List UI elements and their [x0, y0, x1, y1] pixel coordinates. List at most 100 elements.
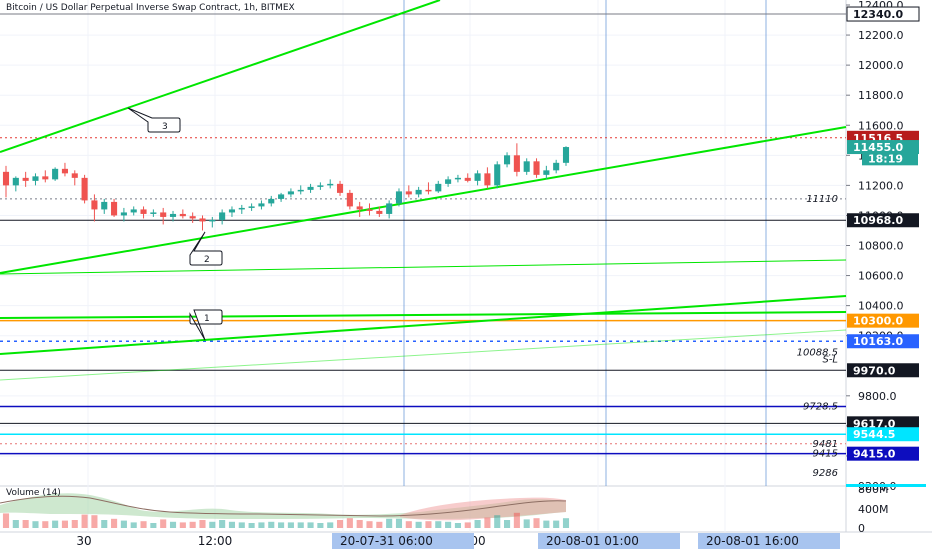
y-tick-label-1: 12200.0 [858, 29, 904, 42]
candle-20 [199, 215, 206, 231]
candle-body [376, 210, 383, 214]
volume-bar-19 [189, 521, 196, 528]
volume-bar-8 [81, 514, 88, 528]
price-tag-5: 10300.0 [847, 313, 919, 328]
candle-body [435, 183, 442, 192]
candle-43 [425, 182, 432, 195]
price-tag-box [846, 6, 920, 22]
trend-line-0 [0, 0, 441, 153]
candle-13 [130, 206, 137, 216]
candle-body [287, 191, 294, 195]
volume-bar-55 [543, 520, 550, 528]
volume-bar-56 [553, 520, 560, 528]
candle-19 [189, 212, 196, 223]
annotation-6: 9286 [813, 468, 838, 479]
price-tag-box [847, 140, 919, 155]
candle-body [395, 191, 403, 204]
y-tick-label-12: 9800.0 [858, 390, 897, 403]
annotation-0: 11110 [806, 194, 838, 205]
candle-body [140, 209, 147, 214]
candle-body [81, 177, 88, 201]
price-tag-box [847, 427, 919, 442]
candle-8 [81, 174, 88, 204]
volume-bar-2 [22, 520, 29, 528]
volume-bar-10 [101, 520, 108, 528]
volume-bar-35 [346, 518, 353, 528]
volume-bar-11 [111, 518, 118, 528]
candle-body [268, 198, 275, 204]
price-tag-label: 9970.0 [853, 364, 896, 377]
volume-bar-28 [278, 522, 285, 528]
callout-2[interactable]: 2 [189, 231, 223, 266]
volume-bar-25 [248, 523, 255, 528]
price-tag-label: 10300.0 [853, 315, 903, 328]
callout-label: 2 [204, 255, 210, 265]
candle-body [238, 207, 245, 210]
volume-cyan-marker [846, 484, 926, 487]
candle-body [523, 161, 530, 172]
volume-bar-57 [562, 518, 570, 528]
candle-53 [523, 158, 530, 175]
annotation-2: S-L [822, 355, 838, 366]
volume-bar-49 [484, 517, 491, 528]
candle-body [228, 209, 236, 213]
candle-body [12, 177, 19, 186]
volume-bar-12 [120, 520, 127, 528]
volume-bar-30 [297, 522, 304, 528]
candle-37 [366, 203, 373, 216]
candle-42 [415, 186, 422, 198]
volume-bar-20 [199, 520, 206, 528]
volume-bar-0 [2, 513, 10, 528]
trend-line-4 [0, 295, 847, 355]
candle-body [258, 203, 265, 207]
candle-51 [504, 152, 511, 168]
volume-bar-40 [395, 518, 403, 528]
candle-body [42, 176, 49, 180]
candle-31 [307, 183, 314, 193]
candle-34 [336, 180, 344, 196]
volume-bar-23 [228, 521, 236, 528]
candle-body [189, 216, 196, 219]
time-tag-2: 20-08-01 16:00 [698, 533, 840, 549]
candle-41 [405, 185, 412, 198]
price-tag-label: 9617.0 [853, 417, 896, 430]
volume-bar-27 [268, 521, 275, 528]
candle-body [543, 170, 550, 175]
horizontal-levels [0, 13, 846, 455]
trend-line-1 [0, 126, 847, 274]
volume-area [0, 493, 567, 521]
time-label-1: 12:00 [198, 534, 233, 548]
candle-52 [513, 143, 520, 177]
candle-16 [160, 207, 167, 225]
trend-line-2 [0, 259, 847, 275]
volume-ma [0, 495, 567, 517]
price-tag-label: 12340.0 [853, 8, 903, 21]
callout-1[interactable]: 1 [189, 309, 223, 341]
candle-45 [445, 176, 452, 187]
candle-1 [12, 176, 19, 192]
price-tag-9: 9544.5 [847, 427, 919, 442]
volume-bar-22 [219, 520, 226, 528]
volume-bar-26 [258, 522, 265, 528]
callout-3[interactable]: 3 [127, 107, 181, 133]
volume-bar-43 [425, 521, 432, 528]
price-tag-6: 10163.0 [847, 334, 919, 349]
candle-2 [22, 171, 29, 187]
callout-shape [189, 231, 223, 266]
volume-bar-34 [336, 520, 344, 528]
candle-body [169, 213, 177, 217]
callout-label: 1 [204, 314, 210, 324]
volume-tick-2: 0 [858, 522, 865, 535]
candle-12 [120, 207, 127, 222]
y-tick-label-4: 11600.0 [858, 119, 904, 132]
volume-bar-48 [474, 520, 481, 528]
candle-body [356, 206, 363, 210]
candle-body [494, 164, 501, 186]
price-tag-8: 9617.0 [847, 416, 919, 431]
candle-28 [278, 192, 285, 202]
price-tag-box [847, 334, 919, 349]
session-lines [403, 0, 767, 486]
